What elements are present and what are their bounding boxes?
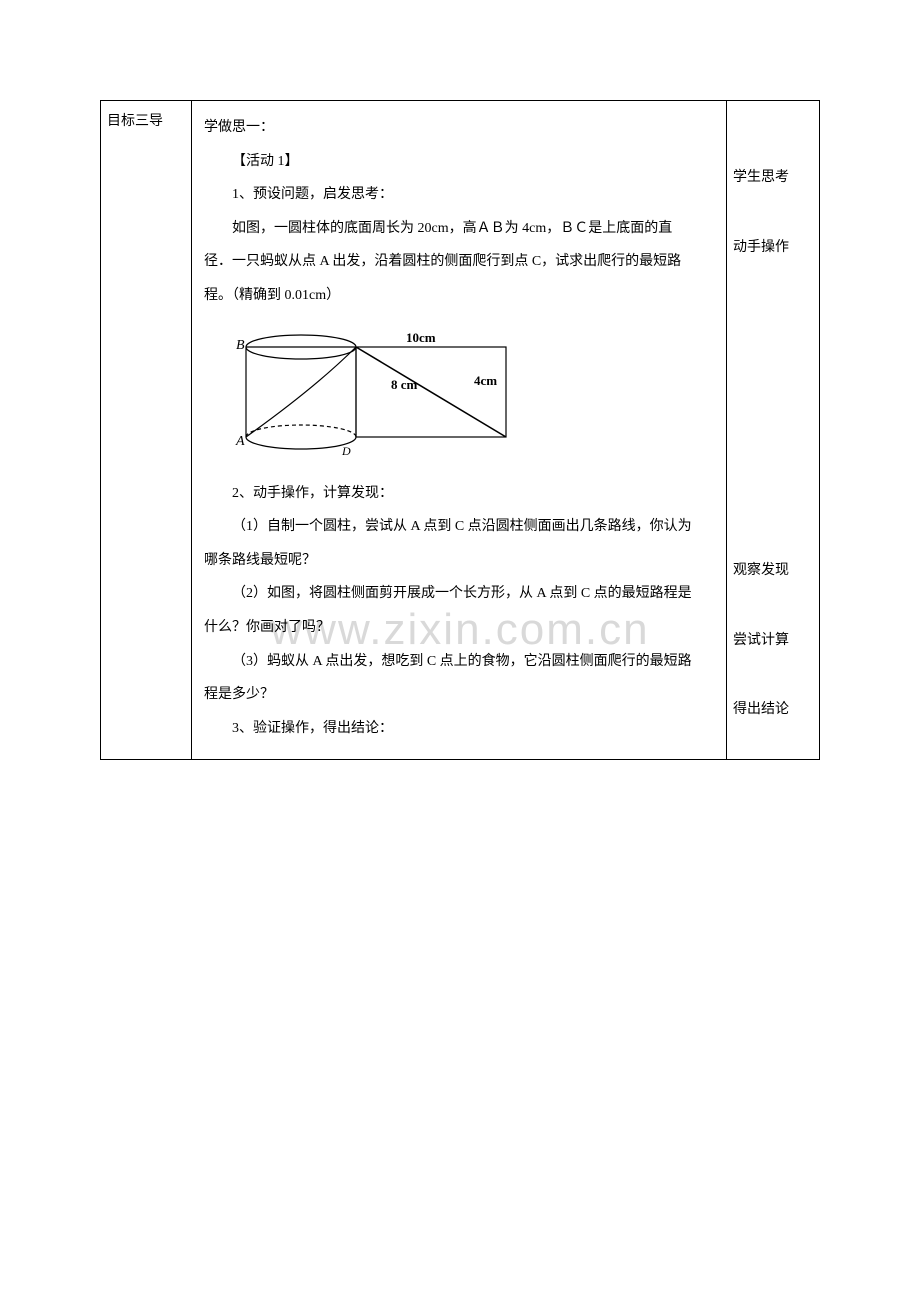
step1-line3: 程。（精确到 0.01cm） (204, 279, 714, 313)
step2-q3b: 程是多少？ (204, 678, 714, 712)
step3-title: 3、验证操作，得出结论： (204, 712, 714, 746)
label-a: A (235, 434, 245, 449)
step2-q2a: （2）如图，将圆柱侧面剪开展成一个长方形，从 A 点到 C 点的最短路程是 (204, 577, 714, 611)
step1-title: 1、预设问题，启发思考： (204, 178, 714, 212)
left-heading: 目标三导 (107, 114, 163, 129)
spacer (733, 195, 813, 231)
ant-path-curve (246, 347, 356, 437)
step2-q1a: （1）自制一个圆柱，尝试从 A 点到 C 点沿圆柱侧面画出几条路线，你认为 (204, 510, 714, 544)
note-5: 得出结论 (733, 693, 813, 727)
note-1: 学生思考 (733, 161, 813, 195)
spacer (733, 105, 813, 161)
cylinder-bottom-back (246, 425, 356, 437)
spacer (733, 264, 813, 554)
left-column-cell: 目标三导 (101, 101, 192, 760)
step1-line1: 如图，一圆柱体的底面周长为 20cm，高ＡＢ为 4cm，ＢＣ是上底面的直 (204, 212, 714, 246)
label-d: D (341, 444, 351, 458)
diagram-svg: B A D 10cm 8 cm 4cm (226, 327, 546, 467)
diagonal-line (356, 347, 506, 437)
label-b: B (236, 338, 245, 353)
cylinder-diagram: B A D 10cm 8 cm 4cm (226, 327, 714, 467)
spacer (733, 657, 813, 693)
note-4: 尝试计算 (733, 624, 813, 658)
page-container: 目标三导 学做思一： 【活动 1】 1、预设问题，启发思考： 如图，一圆柱体的底… (0, 0, 920, 820)
step2-q1b: 哪条路线最短呢？ (204, 544, 714, 578)
label-4cm: 4cm (474, 373, 497, 388)
label-10cm: 10cm (406, 330, 436, 345)
step2-title: 2、动手操作，计算发现： (204, 477, 714, 511)
cylinder-bottom-front (246, 437, 356, 449)
step1-line2: 径．一只蚂蚁从点 A 出发，沿着圆柱的侧面爬行到点 C，试求出爬行的最短路 (204, 245, 714, 279)
middle-column-cell: 学做思一： 【活动 1】 1、预设问题，启发思考： 如图，一圆柱体的底面周长为 … (192, 101, 727, 760)
activity-label: 【活动 1】 (204, 145, 714, 179)
heading-xuezuo: 学做思一： (204, 111, 714, 145)
label-8cm: 8 cm (391, 377, 418, 392)
right-column-cell: 学生思考 动手操作 观察发现 尝试计算 得出结论 (727, 101, 820, 760)
step2-q2b: 什么？你画对了吗？ (204, 611, 714, 645)
spacer (733, 588, 813, 624)
step2-q3a: （3）蚂蚁从 A 点出发，想吃到 C 点上的食物，它沿圆柱侧面爬行的最短路 (204, 645, 714, 679)
note-2: 动手操作 (733, 231, 813, 265)
note-3: 观察发现 (733, 554, 813, 588)
lesson-plan-table: 目标三导 学做思一： 【活动 1】 1、预设问题，启发思考： 如图，一圆柱体的底… (100, 100, 820, 760)
